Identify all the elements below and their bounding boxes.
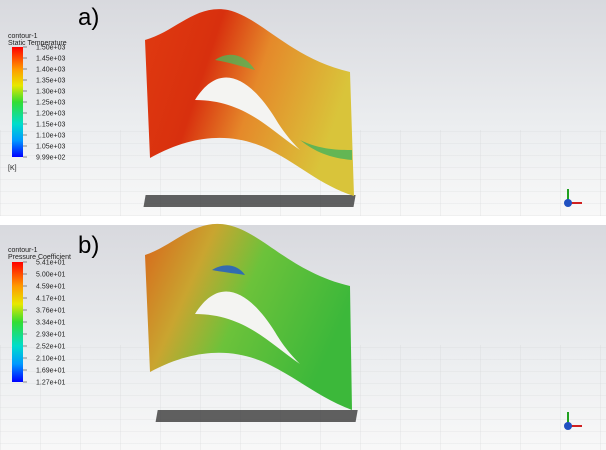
panel-a: a) contour-1 Static Temperature [K]: [0, 0, 606, 216]
legend-tick-label: 1.27e+01: [36, 380, 65, 387]
legend-tick-label: 1.40e+03: [36, 67, 65, 74]
legend-tick-label: 1.10e+03: [36, 133, 65, 140]
legend-tick-label: 4.17e+01: [36, 296, 65, 303]
legend-unit: [K]: [8, 165, 17, 172]
legend-tick-label: 3.34e+01: [36, 320, 65, 327]
panel-label: b): [78, 232, 99, 259]
panel-b: b) contour-1 Pressure Coefficient: [0, 224, 606, 450]
legend-tick-label: 9.99e+02: [36, 155, 65, 162]
panel-label: a): [78, 4, 99, 31]
legend-tick-label: 1.05e+03: [36, 144, 65, 151]
legend-tick-label: 2.93e+01: [36, 332, 65, 339]
legend-tick-label: 1.20e+03: [36, 111, 65, 118]
legend-name: contour-1: [8, 33, 38, 40]
figure: a) contour-1 Static Temperature [K] b) c…: [0, 0, 606, 450]
legend-tick-label: 5.41e+01: [36, 260, 65, 267]
legend-tick-label: 1.50e+03: [36, 45, 65, 52]
legend-tick-label: 1.30e+03: [36, 89, 65, 96]
legend-tick-label: 2.10e+01: [36, 356, 65, 363]
legend-tick-label: 2.52e+01: [36, 344, 65, 351]
legend-tick-label: 4.59e+01: [36, 284, 65, 291]
legend-tick-label: 5.00e+01: [36, 272, 65, 279]
legend-tick-label: 1.69e+01: [36, 368, 65, 375]
legend-tick-label: 1.45e+03: [36, 56, 65, 63]
legend-tick-label: 3.76e+01: [36, 308, 65, 315]
legend-name: contour-1: [8, 247, 38, 254]
legend-tick-label: 1.25e+03: [36, 100, 65, 107]
legend-tick-label: 1.35e+03: [36, 78, 65, 85]
legend-tick-label: 1.15e+03: [36, 122, 65, 129]
